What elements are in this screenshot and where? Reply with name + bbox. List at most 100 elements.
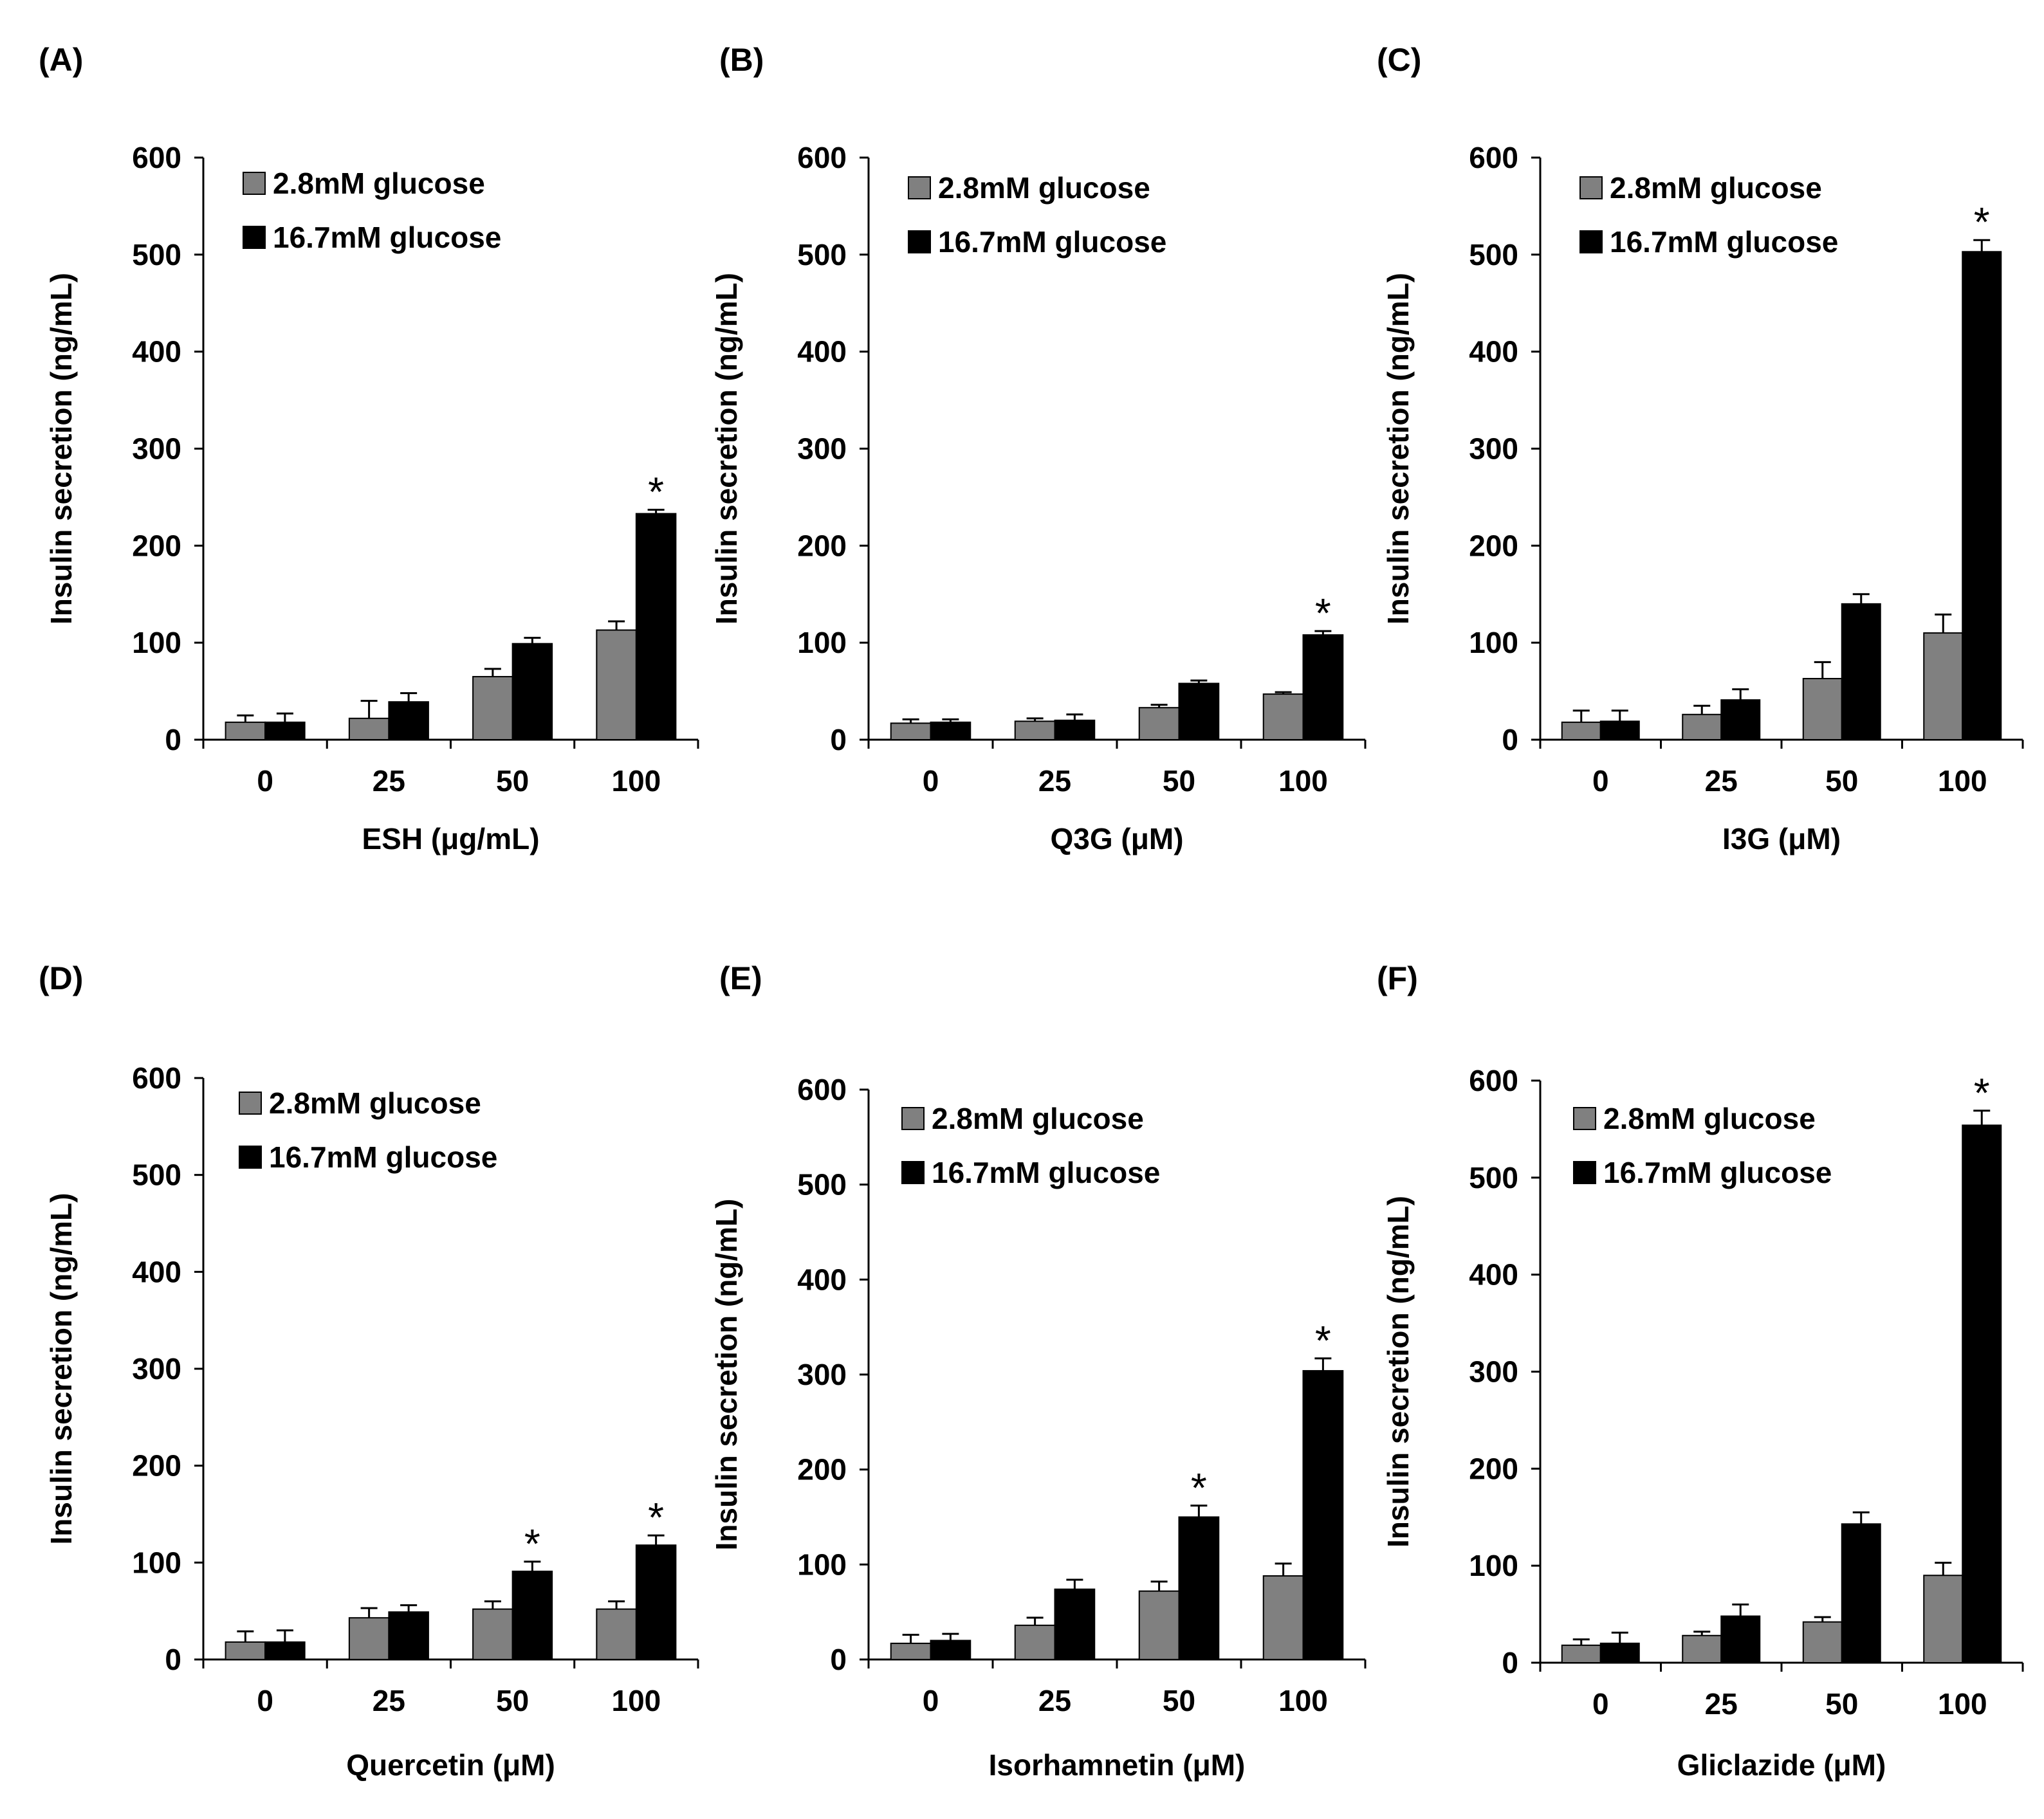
bar-2-8mm-25	[1014, 1624, 1056, 1661]
x-axis-label: Q3G (μM)	[1050, 822, 1183, 855]
x-axis-label: Quercetin (μM)	[346, 1748, 555, 1782]
y-tick-label: 300	[797, 432, 847, 466]
legend-swatch-16-7mm	[239, 1146, 262, 1169]
y-tick-label: 300	[1469, 1355, 1518, 1389]
bar-16-7mm-50	[511, 1570, 553, 1660]
y-axis-label: Insulin secretion (ng/mL)	[44, 273, 78, 625]
significance-marker: *	[1974, 199, 1990, 245]
x-axis-label: ESH (μg/mL)	[362, 822, 539, 855]
y-tick-label: 100	[797, 1548, 847, 1581]
y-tick-label: 300	[1469, 432, 1518, 466]
y-tick-label: 100	[132, 1546, 181, 1579]
y-tick-label: 500	[1469, 238, 1518, 271]
x-tick-label: 25	[1038, 764, 1071, 798]
bar-2-8mm-100	[1262, 1575, 1304, 1660]
y-tick-label: 300	[132, 432, 181, 466]
bar-16-7mm-100	[635, 513, 677, 741]
x-tick-label: 100	[1278, 1684, 1328, 1717]
bar-16-7mm-100	[1962, 1124, 2002, 1663]
x-tick-label: 0	[257, 764, 273, 798]
legend-swatch-2-8mm	[239, 1092, 262, 1115]
x-tick-label: 50	[496, 764, 529, 798]
x-tick-label: 50	[1163, 764, 1195, 798]
x-tick-label: 50	[496, 1684, 529, 1717]
y-tick-label: 400	[797, 1263, 847, 1296]
x-tick-label: 0	[257, 1684, 273, 1717]
legend-label: 2.8mM glucose	[269, 1086, 481, 1120]
y-tick-label: 500	[132, 238, 181, 271]
significance-marker: *	[1315, 590, 1331, 636]
bar-2-8mm-0	[890, 1642, 932, 1661]
legend-label: 16.7mM glucose	[1610, 225, 1838, 259]
y-tick-label: 400	[132, 335, 181, 369]
legend: 2.8mM glucose 16.7mM glucose	[1573, 1102, 1832, 1189]
y-tick-label: 600	[132, 1061, 181, 1095]
legend-label: 2.8mM glucose	[1610, 171, 1822, 205]
x-axis-label: I3G (μM)	[1722, 822, 1841, 855]
y-tick-label: 0	[830, 1643, 847, 1676]
bar-16-7mm-0	[1599, 1642, 1640, 1663]
legend-swatch-16-7mm	[901, 1161, 925, 1184]
x-tick-label: 50	[1825, 764, 1858, 798]
bar-16-7mm-25	[1720, 1615, 1761, 1664]
y-tick-label: 500	[1469, 1161, 1518, 1194]
bar-2-8mm-0	[890, 722, 932, 740]
y-axis-label: Insulin secretion (ng/mL)	[1381, 273, 1415, 625]
y-tick-label: 600	[1469, 1064, 1518, 1097]
x-tick-label: 25	[373, 1684, 405, 1717]
x-tick-label: 0	[1592, 1687, 1609, 1721]
x-axis-label: Isorhamnetin (μM)	[989, 1748, 1246, 1782]
y-tick-label: 600	[132, 141, 181, 174]
significance-marker: *	[1191, 1465, 1207, 1511]
y-axis-label: Insulin secretion (ng/mL)	[1381, 1196, 1415, 1548]
legend: 2.8mM glucose 16.7mM glucose	[239, 1086, 497, 1174]
bar-2-8mm-0	[1561, 721, 1601, 740]
x-tick-label: 0	[923, 764, 939, 798]
bar-2-8mm-50	[1138, 707, 1180, 740]
x-axis-label: Gliclazide (μM)	[1677, 1748, 1886, 1782]
y-tick-label: 600	[797, 1073, 847, 1106]
legend-swatch-2-8mm	[901, 1107, 925, 1130]
bar-16-7mm-0	[930, 1640, 971, 1660]
legend-swatch-16-7mm	[1573, 1161, 1596, 1184]
bar-16-7mm-25	[1720, 699, 1761, 740]
significance-marker: *	[648, 1494, 664, 1540]
bar-16-7mm-0	[930, 721, 971, 740]
legend-swatch-2-8mm	[908, 176, 931, 199]
legend-swatch-16-7mm	[1579, 230, 1603, 253]
bar-2-8mm-25	[1682, 1634, 1722, 1663]
legend-label: 16.7mM glucose	[273, 221, 501, 254]
bar-16-7mm-50	[1841, 603, 1881, 740]
bar-16-7mm-0	[264, 1641, 306, 1660]
bar-2-8mm-100	[596, 1608, 637, 1660]
bar-2-8mm-50	[472, 1608, 513, 1660]
y-axis-label: Insulin secretion (ng/mL)	[710, 273, 743, 625]
bar-16-7mm-100	[635, 1544, 677, 1661]
bar-2-8mm-0	[225, 721, 266, 740]
bar-2-8mm-25	[1014, 720, 1056, 741]
bar-16-7mm-100	[1962, 251, 2002, 740]
x-tick-label: 100	[1938, 764, 1987, 798]
legend: 2.8mM glucose 16.7mM glucose	[1579, 171, 1838, 259]
legend-swatch-2-8mm	[243, 172, 266, 195]
bar-2-8mm-50	[472, 675, 513, 741]
y-tick-label: 500	[797, 238, 847, 271]
y-tick-label: 200	[797, 1453, 847, 1486]
x-tick-label: 50	[1163, 1684, 1195, 1717]
bar-16-7mm-25	[388, 1611, 429, 1661]
x-tick-label: 25	[373, 764, 405, 798]
y-tick-label: 0	[1502, 723, 1518, 756]
y-tick-label: 200	[797, 529, 847, 562]
panel-label: (E)	[719, 960, 762, 996]
legend: 2.8mM glucose 16.7mM glucose	[901, 1102, 1160, 1189]
legend: 2.8mM glucose 16.7mM glucose	[243, 167, 501, 254]
y-tick-label: 300	[132, 1352, 181, 1385]
panel-label: (A)	[39, 42, 83, 78]
bar-2-8mm-100	[596, 629, 637, 741]
bar-16-7mm-25	[1054, 1588, 1096, 1660]
x-tick-label: 0	[1592, 764, 1609, 798]
bar-2-8mm-100	[1923, 1575, 1964, 1663]
